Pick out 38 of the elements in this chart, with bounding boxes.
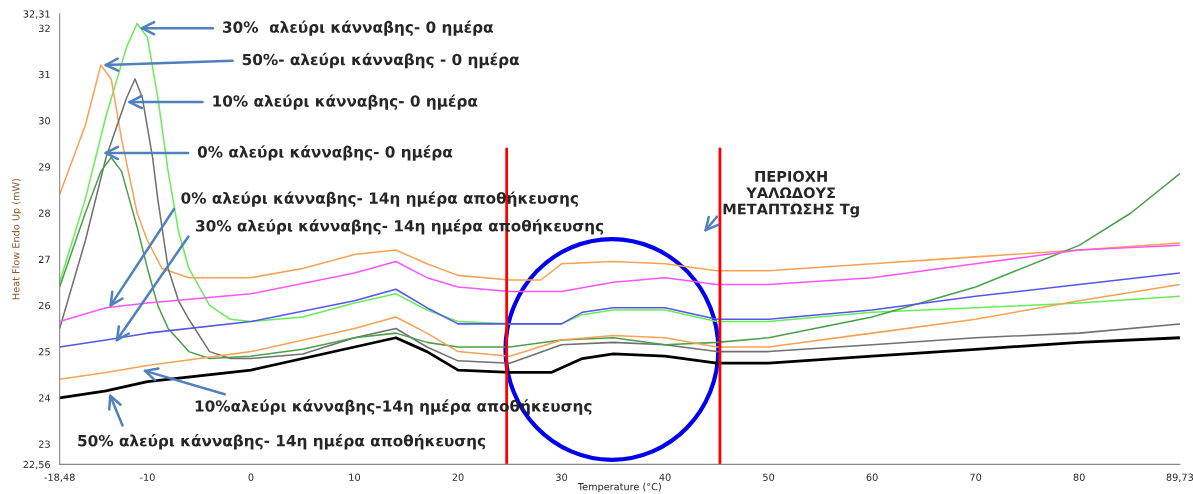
x-tick-label: 60 (866, 473, 878, 481)
line-series (59, 283, 1180, 381)
annotation: 50%- αλεύρι κάνναβης - 0 ημέρα (242, 52, 519, 69)
y-tick-label: 23 (38, 440, 50, 448)
x-tick-label: 70 (970, 473, 982, 481)
x-axis-title: Temperature (°C) (577, 482, 661, 493)
x-tick-label: 80 (1073, 473, 1085, 481)
x-tick-label: 20 (452, 473, 464, 481)
x-tick-label: 30 (556, 473, 568, 481)
x-tick-label: 10 (349, 473, 361, 481)
x-tick-label: 89,73 (1166, 473, 1193, 482)
annotation: 0% αλεύρι κάνναβης- 0 ημέρα (197, 145, 453, 161)
y-tick-label: 32,31 (23, 10, 50, 19)
line-series (59, 22, 1180, 325)
line-series (59, 244, 1180, 323)
y-tick-label: 29 (38, 163, 50, 171)
y-tick-label: 30 (38, 117, 50, 125)
annotation: 30% αλεύρι κάνναβης- 0 ημέρα (223, 20, 493, 36)
annotation: 10% αλεύρι κάνναβης- 0 ημέρα (213, 94, 478, 110)
y-tick-label: 27 (38, 255, 50, 263)
y-tick-label: 25 (38, 348, 50, 356)
y-tick-label: 28 (38, 209, 50, 217)
y-tick-label: 32 (38, 24, 50, 32)
x-tick-label: 0 (248, 473, 254, 481)
annotation: ΠΕΡΙΟΧΗ ΥΑΛΩΔΟΥΣ ΜΕΤΑΠΤΩΣΗΣ Tg (723, 170, 859, 218)
annotation: 50% αλεύρι κάνναβης- 14η ημέρα αποθήκευσης (78, 434, 486, 450)
y-tick-label: 31 (38, 70, 50, 79)
line-series (59, 78, 1180, 364)
line-series (59, 336, 1180, 400)
x-tick-label: -18,48 (44, 473, 75, 482)
y-axis-title: Heat Flow Endo Up (mW) (11, 178, 22, 300)
x-tick-label: -10 (139, 473, 155, 481)
y-tick-label: 22,56 (23, 460, 51, 470)
x-tick-label: 40 (659, 473, 671, 481)
y-tick-label: 24 (38, 394, 51, 402)
line-series (59, 272, 1180, 348)
x-tick-label: 50 (763, 473, 775, 481)
y-tick-label: 26 (38, 301, 51, 310)
